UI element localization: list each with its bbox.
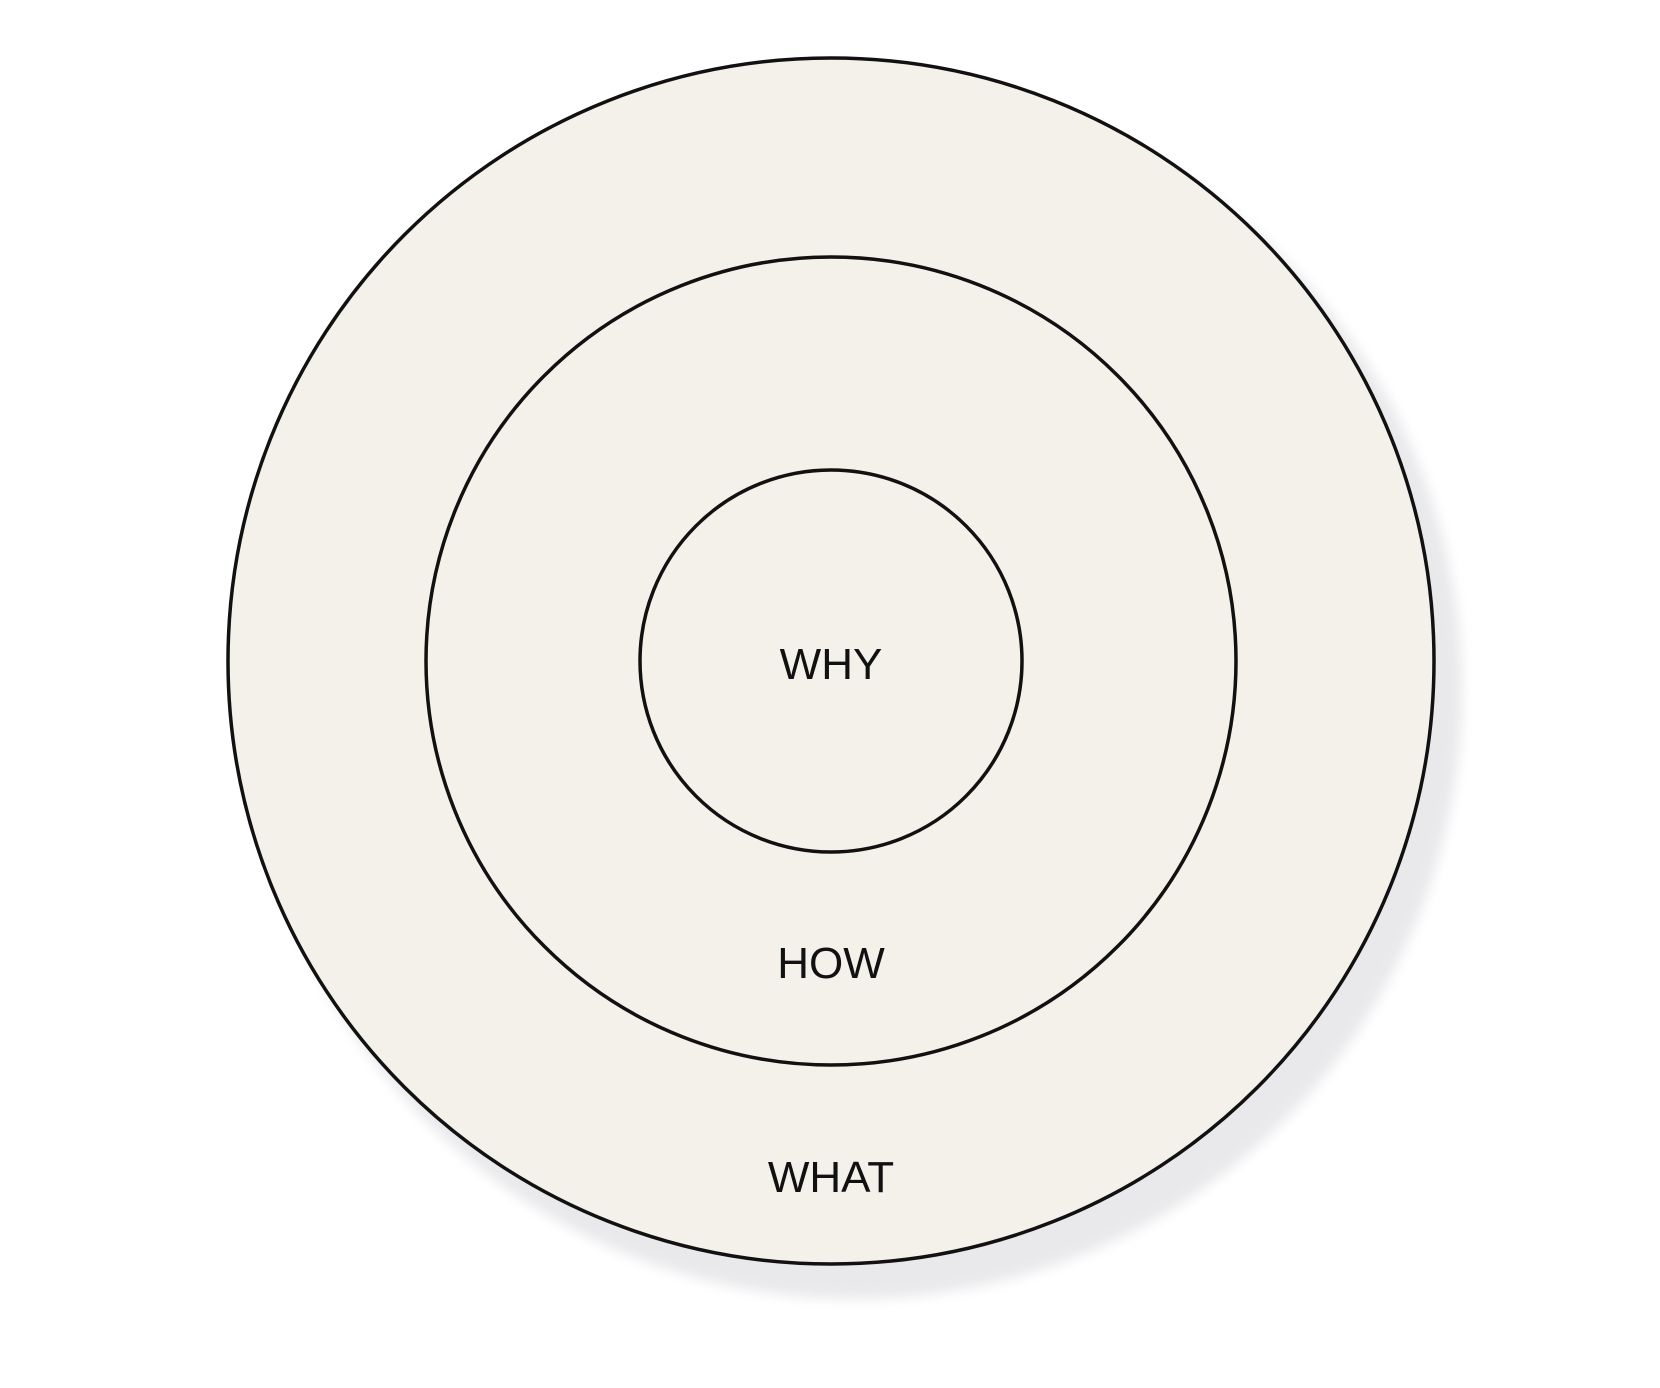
outer-ring-label: WHAT: [768, 1153, 894, 1202]
inner-ring: [638, 468, 1024, 854]
inner-ring-label: WHY: [780, 640, 883, 689]
middle-ring-label: HOW: [777, 939, 885, 988]
